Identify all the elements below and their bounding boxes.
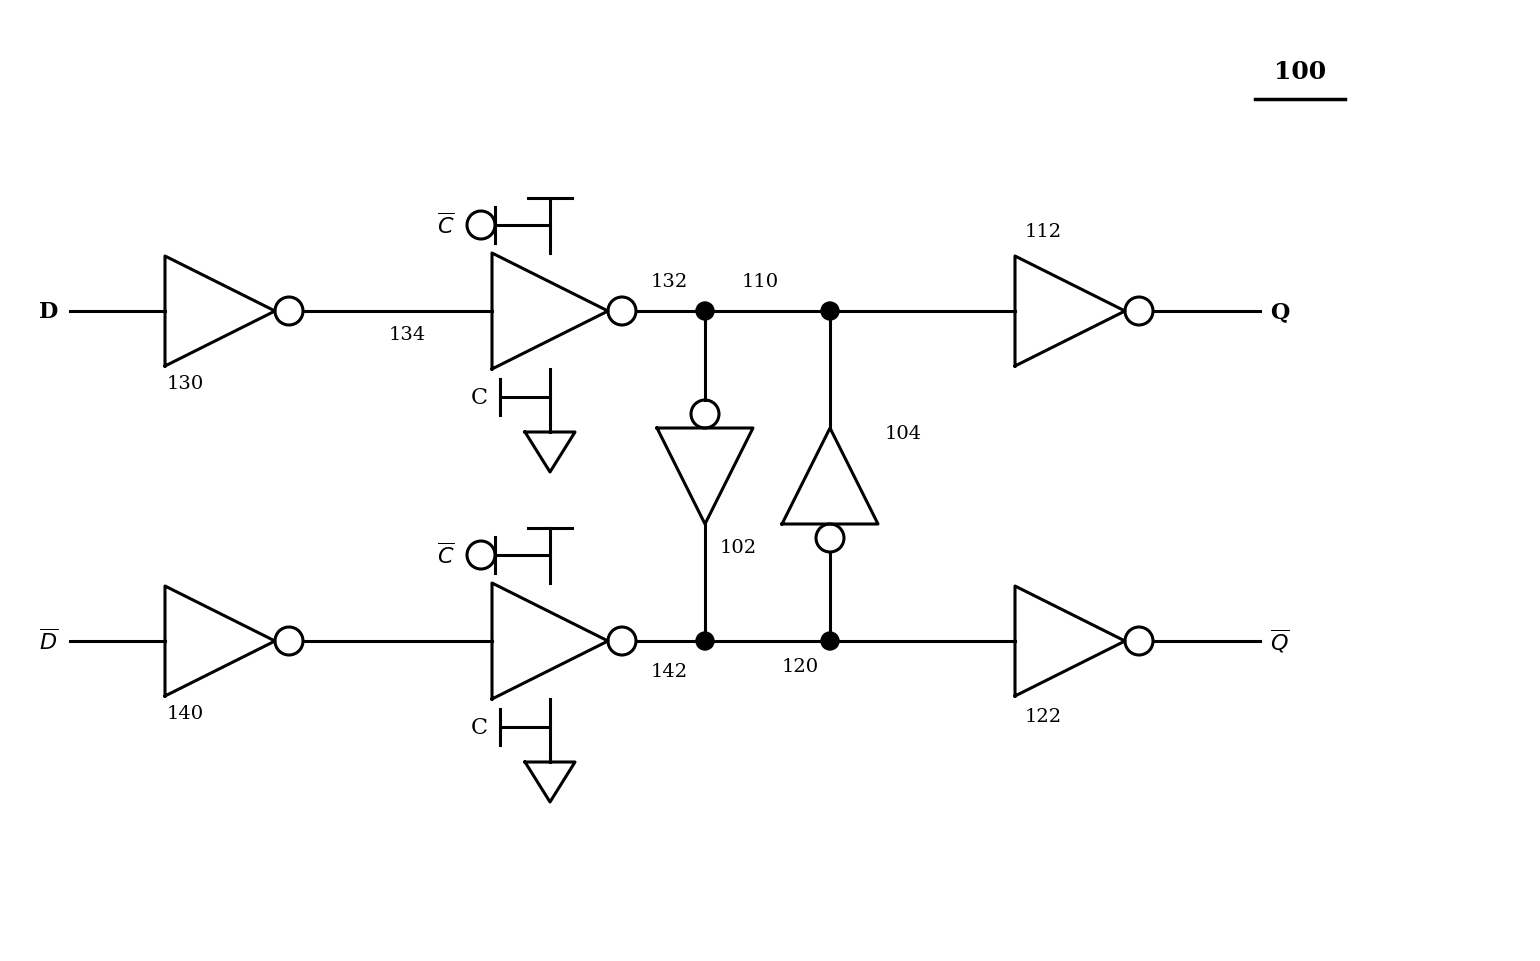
Text: 112: 112 <box>1026 223 1063 241</box>
Text: 100: 100 <box>1274 60 1326 84</box>
Text: 120: 120 <box>781 657 819 676</box>
Text: 104: 104 <box>885 425 922 442</box>
Text: Q: Q <box>1270 301 1289 323</box>
Text: 122: 122 <box>1026 707 1063 726</box>
Text: C: C <box>471 716 488 738</box>
Text: $\overline{C}$: $\overline{C}$ <box>437 543 454 568</box>
Text: 134: 134 <box>390 326 427 344</box>
Text: 142: 142 <box>651 662 688 680</box>
Circle shape <box>696 632 715 651</box>
Text: 140: 140 <box>166 704 203 723</box>
Text: 132: 132 <box>651 273 688 290</box>
Circle shape <box>821 632 839 651</box>
Text: $\overline{D}$: $\overline{D}$ <box>38 628 59 653</box>
Circle shape <box>696 303 715 321</box>
Text: 102: 102 <box>721 538 758 556</box>
Text: 110: 110 <box>741 273 779 290</box>
Text: $\overline{Q}$: $\overline{Q}$ <box>1270 628 1289 655</box>
Text: $\overline{C}$: $\overline{C}$ <box>437 213 454 238</box>
Circle shape <box>821 303 839 321</box>
Text: D: D <box>38 301 59 323</box>
Text: C: C <box>471 386 488 408</box>
Text: 130: 130 <box>166 375 203 393</box>
